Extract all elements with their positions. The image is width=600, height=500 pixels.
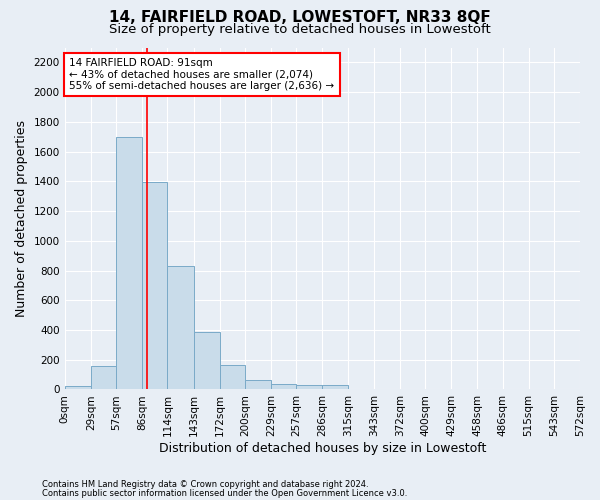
Bar xyxy=(245,380,271,390)
Text: Size of property relative to detached houses in Lowestoft: Size of property relative to detached ho… xyxy=(109,22,491,36)
Text: Contains public sector information licensed under the Open Government Licence v3: Contains public sector information licen… xyxy=(42,488,407,498)
Bar xyxy=(167,266,193,390)
Bar xyxy=(322,385,349,390)
Bar xyxy=(271,384,296,390)
Text: 14, FAIRFIELD ROAD, LOWESTOFT, NR33 8QF: 14, FAIRFIELD ROAD, LOWESTOFT, NR33 8QF xyxy=(109,10,491,25)
Text: 14 FAIRFIELD ROAD: 91sqm
← 43% of detached houses are smaller (2,074)
55% of sem: 14 FAIRFIELD ROAD: 91sqm ← 43% of detach… xyxy=(69,58,334,91)
Bar xyxy=(193,332,220,390)
Bar xyxy=(220,365,245,390)
X-axis label: Distribution of detached houses by size in Lowestoft: Distribution of detached houses by size … xyxy=(158,442,486,455)
Bar xyxy=(296,385,322,390)
Text: Contains HM Land Registry data © Crown copyright and database right 2024.: Contains HM Land Registry data © Crown c… xyxy=(42,480,368,489)
Y-axis label: Number of detached properties: Number of detached properties xyxy=(15,120,28,317)
Bar xyxy=(91,366,116,390)
Bar xyxy=(65,386,91,390)
Bar xyxy=(142,182,167,390)
Bar xyxy=(116,136,142,390)
